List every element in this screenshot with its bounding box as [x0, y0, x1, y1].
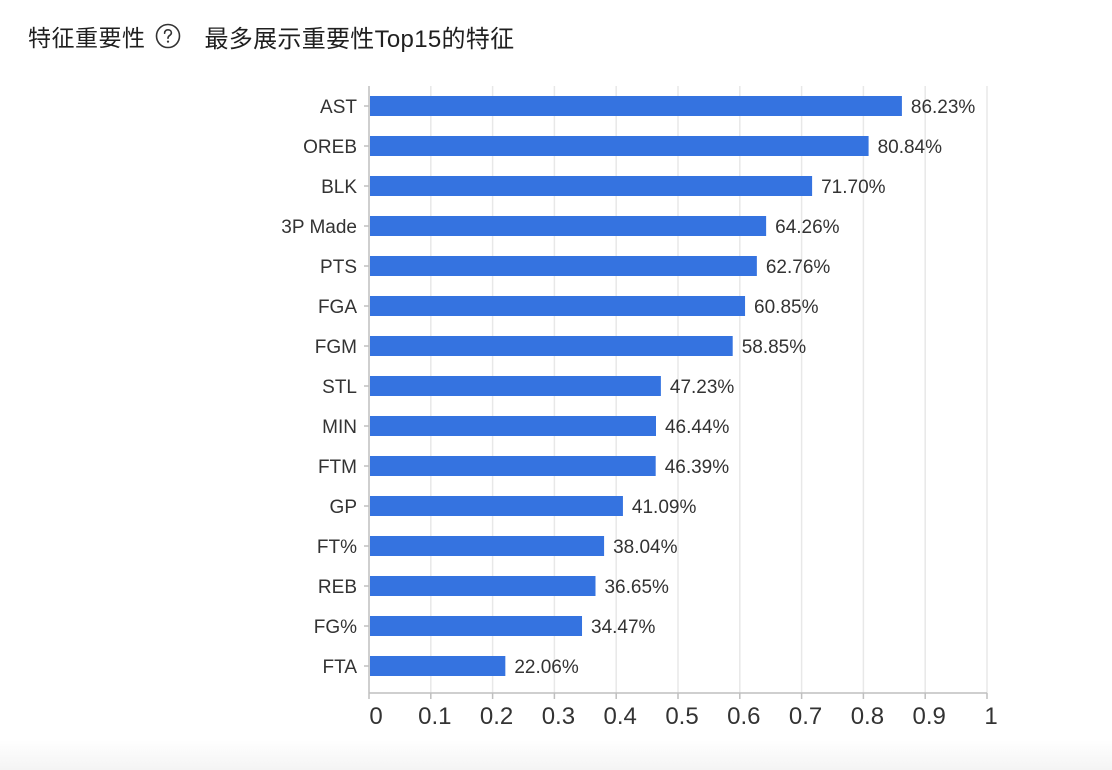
bar: [370, 496, 623, 516]
bar: [370, 456, 656, 476]
value-label: 22.06%: [514, 657, 579, 678]
x-tick-label: 0.9: [913, 703, 946, 730]
bar: [370, 216, 767, 236]
category-label: FGA: [318, 297, 357, 318]
x-tick-label: 0.4: [604, 703, 637, 730]
x-tick-label: 0.3: [542, 703, 575, 730]
x-tick-label: 0.6: [727, 703, 760, 730]
category-label: GP: [330, 497, 357, 518]
chart-subtitle: 最多展示重要性Top15的特征: [204, 25, 515, 53]
value-label: 34.47%: [591, 617, 656, 638]
bar: [370, 336, 733, 356]
bar: [370, 616, 583, 636]
value-label: 41.09%: [632, 497, 697, 518]
bar: [370, 176, 813, 196]
x-tick-label: 0.1: [418, 703, 451, 730]
bar: [370, 96, 902, 116]
category-label: FTM: [318, 457, 357, 478]
value-label: 62.76%: [766, 257, 831, 278]
value-label: 38.04%: [613, 537, 678, 558]
value-label: 71.70%: [821, 177, 886, 198]
category-label: 3P Made: [281, 217, 357, 238]
category-label: REB: [318, 577, 357, 598]
bar: [370, 416, 656, 436]
value-label: 36.65%: [604, 577, 669, 598]
value-label: 86.23%: [911, 97, 976, 118]
x-tick-label: 0.5: [665, 703, 698, 730]
category-label: OREB: [303, 137, 357, 158]
x-tick-label: 0.8: [851, 703, 884, 730]
category-label: FTA: [323, 657, 358, 678]
x-tick-label: 0.7: [789, 703, 822, 730]
chart-header: 特征重要性 最多展示重要性Top15的特征: [28, 18, 514, 54]
x-tick-label: 0.2: [480, 703, 513, 730]
category-label: STL: [322, 377, 357, 398]
bar: [370, 656, 506, 676]
category-label: FG%: [314, 617, 357, 638]
bar: [370, 376, 661, 396]
bar: [370, 136, 869, 156]
question-circle-icon[interactable]: [155, 23, 181, 49]
bar: [370, 296, 746, 316]
category-label: FT%: [317, 537, 357, 558]
bottom-divider: [0, 740, 1112, 770]
bar: [370, 536, 605, 556]
category-label: BLK: [321, 177, 357, 198]
value-label: 80.84%: [878, 137, 943, 158]
feature-importance-chart: 0 0.1 0.2 0.3 0.4 0.5 0.6 0.7 0.8 0.9 1 AST 86.23% OR…: [281, 86, 998, 730]
category-label: FGM: [315, 337, 357, 358]
x-tick-label: 1: [984, 703, 997, 730]
x-tick-label: 0: [369, 703, 382, 730]
bar: [370, 576, 596, 596]
value-label: 64.26%: [775, 217, 840, 238]
value-label: 46.39%: [665, 457, 730, 478]
category-label: MIN: [322, 417, 357, 438]
value-label: 60.85%: [754, 297, 819, 318]
value-label: 46.44%: [665, 417, 730, 438]
bar: [370, 256, 757, 276]
category-label: PTS: [320, 257, 357, 278]
value-label: 47.23%: [670, 377, 735, 398]
value-label: 58.85%: [742, 337, 807, 358]
chart-title: 特征重要性: [28, 25, 146, 51]
category-label: AST: [320, 97, 357, 118]
